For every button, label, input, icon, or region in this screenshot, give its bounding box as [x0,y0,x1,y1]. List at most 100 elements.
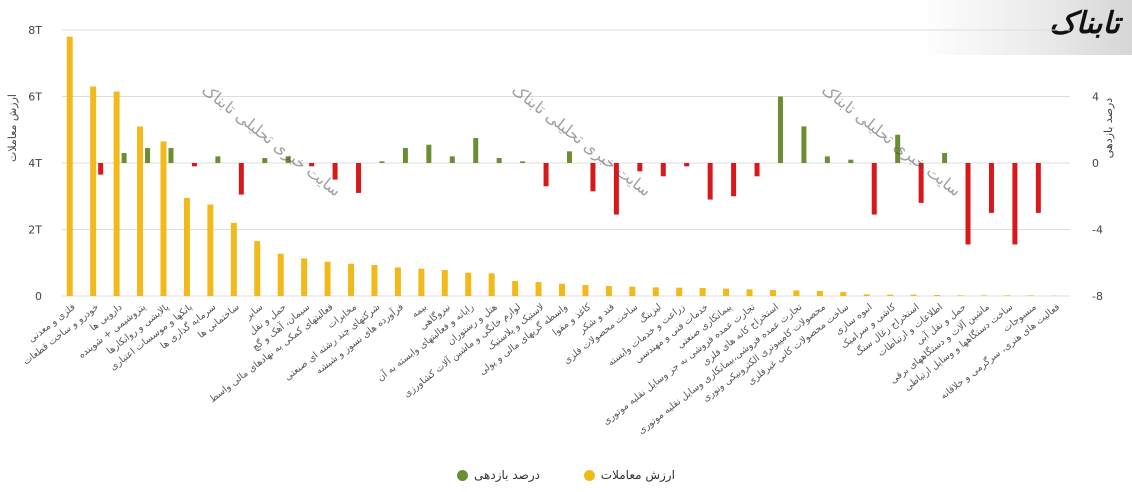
return-bar-39 [988,163,994,213]
return-bar-10 [309,163,315,167]
value-bar-4 [160,141,167,296]
return-bar-28 [731,163,737,197]
value-bars [66,36,1058,297]
value-bar-6 [207,204,214,296]
tabnak-logo: تابناک [917,0,1132,55]
value-bar-40 [1004,295,1011,296]
value-bar-20 [535,282,542,296]
returns-swatch [457,469,469,481]
left-tick-label-1: 2T [28,224,42,237]
left-axis-ticks: 0 2T 4T 6T 8T [28,24,42,303]
return-bar-27 [707,163,713,200]
return-bar-1 [98,163,104,175]
value-bar-32 [816,291,823,296]
left-tick-label-3: 6T [28,91,42,104]
value-bar-30 [769,290,776,296]
value-bar-37 [934,295,941,296]
right-tick-label-0: -8 [1092,290,1103,303]
value-bar-14 [394,267,401,296]
legend: درصد بازدهی ارزش معاملات [0,468,1132,484]
right-tick-label-2: 0 [1092,157,1099,170]
return-bar-4 [168,148,174,163]
legend-item-value[interactable]: ارزش معاملات [583,468,675,482]
value-bar-34 [863,294,870,296]
return-bar-36 [918,163,924,203]
return-bar-7 [238,163,244,195]
return-bar-38 [965,163,971,245]
left-tick-label-0: 0 [35,290,42,303]
right-tick-label-3: 4 [1092,91,1099,104]
return-bar-31 [801,126,807,163]
value-bar-41 [1027,295,1034,296]
value-bar-16 [441,270,448,296]
return-bar-30 [777,96,783,163]
value-bar-7 [230,222,237,296]
value-bar-29 [746,289,753,296]
gridlines [62,29,1070,297]
legend-item-returns[interactable]: درصد بازدهی [457,468,540,482]
value-bar-33 [840,292,847,296]
return-bar-22 [590,163,596,192]
return-bar-12 [356,163,362,193]
left-axis-title: ارزش معاملات [6,94,19,162]
return-bar-26 [684,163,690,167]
return-bar-24 [637,163,643,172]
legend-returns-label: درصد بازدهی [474,468,540,482]
value-bar-9 [277,253,284,296]
return-bar-23 [613,163,619,215]
value-bar-13 [371,265,378,296]
return-bar-35 [895,134,901,163]
value-bar-17 [465,272,472,296]
value-bar-27 [699,288,706,296]
value-bar-23 [605,286,612,296]
value-bar-21 [559,283,565,296]
return-bar-32 [824,156,830,163]
value-bar-1 [90,86,97,297]
value-bar-2 [113,91,120,296]
return-bar-17 [473,138,479,163]
return-bar-9 [285,156,291,163]
value-bar-19 [512,281,519,296]
value-bar-12 [348,263,355,296]
return-bar-16 [449,156,455,163]
return-bar-14 [402,148,408,163]
value-bar-8 [254,241,261,296]
return-bar-33 [848,159,854,163]
value-bar-39 [980,295,987,296]
value-bar-35 [887,294,894,296]
return-bar-21 [567,151,572,163]
left-tick-label-4: 8T [28,24,42,37]
value-bar-22 [582,285,589,296]
return-bar-29 [754,163,760,177]
value-bar-31 [793,290,800,296]
return-bar-3 [145,148,151,163]
return-bar-11 [332,163,338,180]
value-bar-26 [676,287,683,296]
logo-text: تابناک [1049,6,1120,41]
return-bar-20 [543,163,549,187]
return-bar-13 [379,161,385,163]
return-bar-37 [942,153,948,163]
value-bar-25 [652,287,659,296]
right-axis-title: درصد بازدهی [1102,98,1115,159]
value-bar-36 [910,294,917,296]
value-bar-11 [324,261,331,296]
value-bar-15 [418,268,425,296]
return-bar-40 [1012,163,1018,245]
value-bar-5 [183,197,190,296]
value-bar-0 [66,36,73,297]
right-tick-label-1: -4 [1092,224,1103,237]
return-bar-18 [496,158,502,163]
value-bar-18 [488,273,495,296]
value-bar-38 [957,295,964,296]
value-bar-10 [301,258,308,296]
value-bar-24 [629,286,636,296]
return-bar-34 [871,163,877,215]
value-bar-3 [137,126,144,296]
return-bars [98,96,1041,245]
right-axis-ticks: -8 -4 0 4 [1092,91,1103,304]
return-bar-15 [426,144,432,163]
return-bar-6 [215,156,221,163]
